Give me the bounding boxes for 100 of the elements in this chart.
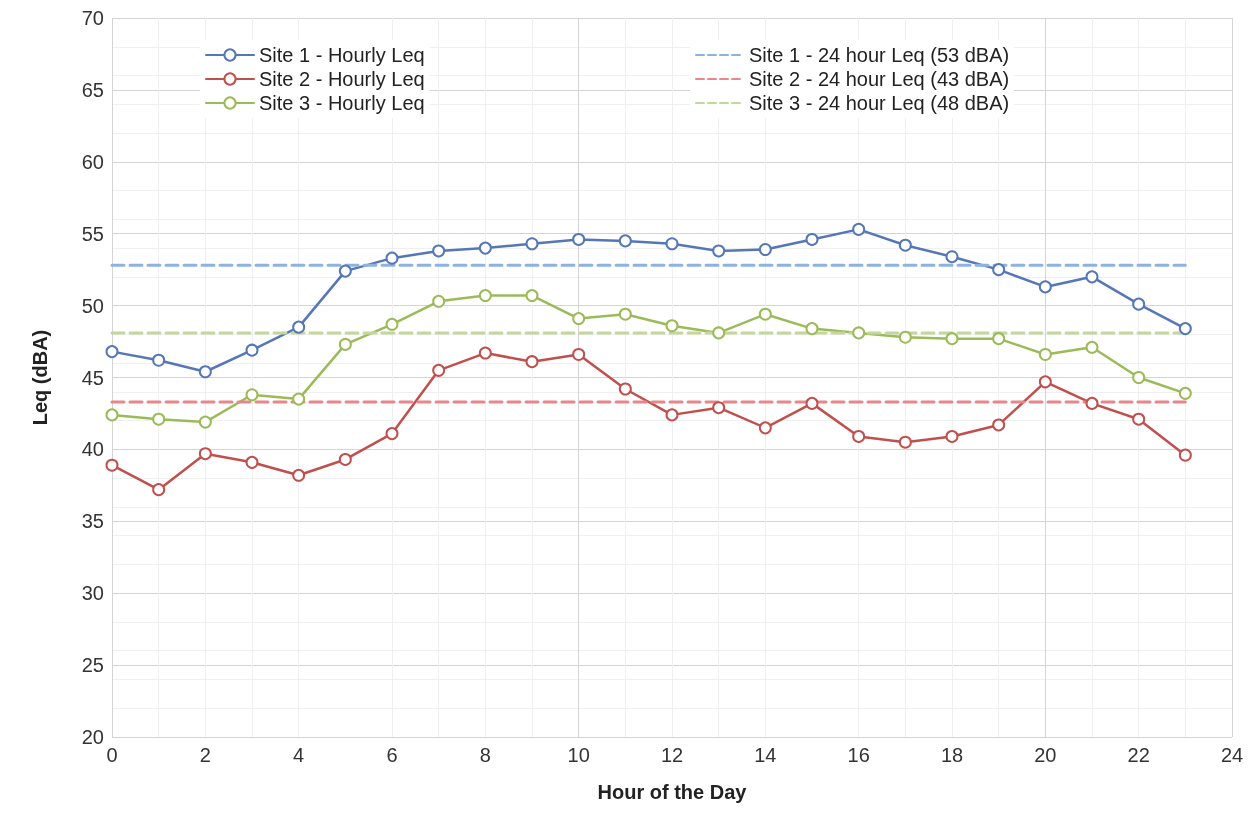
point	[852, 429, 866, 443]
point	[245, 455, 259, 469]
x-tick-label: 8	[479, 744, 491, 766]
point	[338, 452, 352, 466]
point	[852, 222, 866, 236]
point	[805, 232, 819, 246]
y-tick-label: 35	[81, 510, 104, 533]
point	[385, 251, 399, 265]
point	[338, 337, 352, 351]
point	[292, 320, 306, 334]
point	[665, 408, 679, 422]
point	[478, 346, 492, 360]
x-tick-label: 10	[567, 744, 590, 766]
y-tick-label: 70	[81, 7, 104, 29]
x-tick-label: 12	[660, 744, 684, 766]
point	[1178, 386, 1192, 400]
point	[292, 392, 306, 406]
point	[712, 244, 726, 258]
y-tick-label: 40	[81, 438, 104, 461]
point	[198, 415, 212, 429]
legend-label: Site 1 - 24 hour Leq (53 dBA)	[749, 44, 1010, 66]
point	[105, 458, 119, 472]
point	[665, 237, 679, 251]
point	[152, 412, 166, 426]
y-tick-label: 60	[81, 150, 104, 173]
x-tick-label: 18	[940, 744, 964, 766]
point	[1038, 280, 1052, 294]
point	[245, 343, 259, 357]
x-tick-label: 22	[1127, 744, 1150, 766]
point	[385, 317, 399, 331]
y-tick-label: 55	[81, 222, 104, 245]
point	[1132, 412, 1146, 426]
x-tick-label: 0	[106, 744, 118, 766]
point	[665, 319, 679, 333]
point	[945, 429, 959, 443]
point	[292, 468, 306, 482]
point	[992, 263, 1006, 277]
y-tick-label: 50	[81, 294, 104, 317]
point	[618, 234, 632, 248]
y-tick-label: 65	[81, 78, 104, 101]
point	[245, 388, 259, 402]
point	[992, 418, 1006, 432]
point	[572, 347, 586, 361]
point	[805, 322, 819, 336]
point	[105, 408, 119, 422]
point	[712, 326, 726, 340]
point	[1132, 371, 1146, 384]
point	[338, 264, 352, 278]
x-tick-label: 2	[199, 744, 211, 766]
x-axis-title: Hour of the Day	[597, 781, 748, 803]
point	[758, 307, 772, 321]
y-axis-title: Leq (dBA)	[29, 329, 51, 426]
point	[758, 421, 772, 435]
point	[1178, 448, 1192, 462]
legend-label: Site 3 - 24 hour Leq (48 dBA)	[749, 92, 1010, 114]
point	[1178, 322, 1192, 336]
point	[992, 332, 1006, 346]
point	[618, 382, 632, 396]
point	[1132, 297, 1146, 311]
point	[945, 250, 959, 264]
point	[432, 294, 446, 308]
point	[432, 363, 446, 377]
y-tick-label: 20	[81, 726, 104, 748]
point	[198, 365, 212, 379]
legend-label: Site 2 - 24 hour Leq (43 dBA)	[749, 68, 1010, 90]
point	[478, 241, 492, 255]
point	[105, 345, 119, 359]
point	[898, 435, 912, 449]
point	[898, 330, 912, 344]
x-tick-label: 24	[1220, 744, 1244, 766]
point	[525, 289, 539, 303]
point	[1085, 270, 1099, 284]
point	[1085, 396, 1099, 410]
point	[525, 237, 539, 251]
point	[572, 312, 586, 326]
point	[525, 355, 539, 369]
point	[152, 353, 166, 367]
x-tick-label: 4	[293, 744, 305, 766]
point	[712, 401, 726, 415]
y-tick-label: 30	[81, 582, 104, 605]
point	[385, 427, 399, 441]
legend-label: Site 2 - Hourly Leq	[259, 68, 425, 90]
x-tick-label: 20	[1034, 744, 1057, 766]
legend-label: Site 1 - Hourly Leq	[259, 44, 425, 66]
point	[478, 289, 492, 303]
point	[1038, 347, 1052, 361]
point	[618, 307, 632, 321]
point	[1085, 340, 1099, 354]
x-tick-label: 6	[386, 744, 398, 766]
point	[852, 326, 866, 340]
point	[432, 244, 446, 258]
point	[198, 447, 212, 461]
x-tick-label: 14	[754, 744, 777, 766]
y-tick-label: 45	[81, 366, 104, 389]
point	[805, 396, 819, 410]
legend-label: Site 3 - Hourly Leq	[259, 92, 425, 114]
point	[152, 483, 166, 497]
point	[1038, 375, 1052, 389]
point	[758, 243, 772, 257]
point	[898, 238, 912, 252]
